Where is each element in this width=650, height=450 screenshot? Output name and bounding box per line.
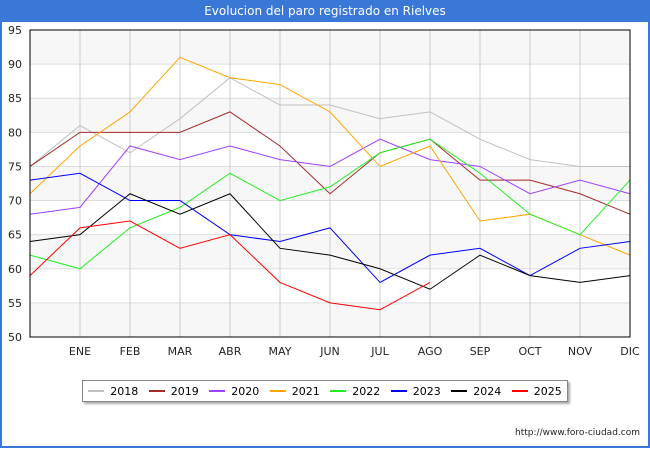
y-tick-label: 95 [8,24,22,37]
x-tick-label: AGO [418,345,443,358]
y-tick-label: 55 [8,297,22,310]
y-tick-label: 80 [8,126,22,139]
y-tick-label: 50 [8,331,22,344]
legend-label: 2018 [110,384,139,398]
series-line-2022 [29,138,631,270]
legend-item-2018: 2018 [88,385,138,398]
legend-label: 2024 [473,384,502,398]
series-line-2018 [29,77,630,167]
legend-swatch [209,390,226,392]
y-tick-label: 85 [8,92,22,105]
y-tick-label: 70 [8,195,22,208]
y-tick-label: 60 [8,263,22,276]
legend-label: 2023 [412,384,441,398]
y-tick-label: 75 [8,160,22,173]
legend-swatch [330,390,347,392]
series-line-2020 [29,138,631,215]
legend-item-2025: 2025 [511,384,562,398]
legend-item-2020: 2020 [209,385,259,398]
legend-swatch [390,390,407,392]
x-tick-label: FEB [120,345,141,358]
chart-legend: 2018 2019 2020 2021 2022 2023 2024 2025 [82,380,568,402]
y-tick-label: 65 [8,229,22,242]
legend-swatch [511,390,528,392]
y-tick-label: 90 [8,58,22,71]
legend-label: 2022 [352,384,381,398]
x-tick-label: MAR [168,345,193,358]
legend-item-2021: 2021 [269,384,320,398]
x-tick-label: OCT [518,345,541,358]
legend-swatch [451,390,468,392]
legend-label: 2025 [533,384,562,398]
x-tick-label: MAY [269,345,292,358]
x-tick-label: JUL [370,345,389,358]
legend-label: 2019 [170,384,199,398]
x-tick-label: ENE [69,345,91,358]
x-tick-label: NOV [568,345,593,358]
legend-item-2022: 2022 [330,385,380,398]
legend-item-2023: 2023 [390,384,441,398]
x-tick-label: ABR [219,345,242,358]
legend-item-2019: 2019 [148,384,199,398]
series-line-2025 [29,220,431,311]
legend-swatch [88,390,105,392]
x-tick-label: DIC [620,345,640,358]
series-line-2019 [29,111,631,215]
legend-label: 2021 [291,384,320,398]
x-tick-label: SEP [470,345,491,358]
plot-border [29,29,631,338]
legend-item-2024: 2024 [451,385,501,398]
legend-swatch [269,390,286,392]
chart-title: Evolucion del paro registrado en Rielves [0,0,650,22]
footer-url: http://www.foro-ciudad.com [515,428,640,438]
series-line-2024 [29,193,631,290]
legend-label: 2020 [231,384,260,398]
legend-swatch [148,390,165,392]
x-tick-label: JUN [319,345,340,358]
